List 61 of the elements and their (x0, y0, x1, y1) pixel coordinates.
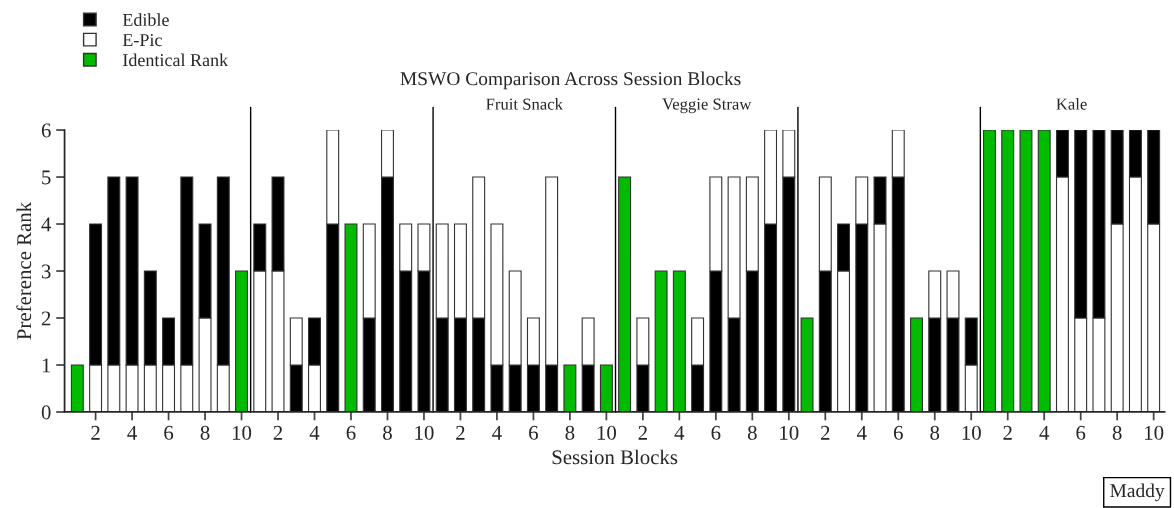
bar (344, 223, 358, 412)
text: Kale (1056, 98, 1087, 110)
x-tick-label: 6 (164, 425, 174, 440)
x-tick-label: 6 (346, 425, 356, 440)
chart-title: MSWO Comparison Across Session Blocks (400, 71, 741, 90)
legend-label: Identical Rank (123, 53, 229, 67)
bar (618, 176, 632, 412)
x-tick-label: 6 (711, 425, 721, 440)
x-tick-label: 2 (1003, 425, 1012, 440)
y-axis-title: Preference Rank (16, 201, 32, 340)
bar (1037, 130, 1051, 412)
x-tick-label: 4 (127, 425, 137, 440)
x-tick-label: 8 (1112, 425, 1122, 440)
x-tick-label: 4 (492, 425, 502, 440)
x-tick-label: 8 (747, 425, 757, 440)
bar (654, 270, 668, 412)
x-tick-label: 4 (309, 425, 320, 440)
x-tick-label: 10 (415, 425, 434, 440)
x-tick-label: 8 (565, 425, 575, 440)
x-tick-label: 4 (1039, 425, 1050, 440)
y-tick-label: 0 (41, 405, 51, 420)
y-tick-label: 2 (41, 311, 51, 326)
y-tick-label: 6 (41, 123, 51, 138)
x-tick-label: 10 (780, 425, 799, 440)
x-tick-label: 6 (1076, 425, 1086, 440)
x-tick-label: 2 (638, 425, 647, 440)
bar (1019, 130, 1033, 412)
bar (563, 364, 577, 412)
y-tick-label: 4 (41, 217, 52, 232)
bar (800, 317, 814, 412)
text: Maddy (1110, 483, 1165, 502)
y-tick-label: 5 (42, 170, 51, 185)
x-tick-label: 8 (930, 425, 940, 440)
x-axis-title: Session Blocks (552, 449, 678, 465)
bar (672, 270, 686, 412)
x-tick-label: 2 (456, 425, 465, 440)
y-tick-label: 3 (41, 264, 51, 279)
bar (1001, 130, 1015, 412)
x-tick-label: 6 (893, 425, 903, 440)
legend-label: E-Pic (122, 33, 162, 47)
x-tick-label: 4 (856, 425, 867, 440)
x-tick-label: 4 (674, 425, 685, 440)
text: Veggie Straw (662, 98, 752, 114)
x-tick-label: 10 (962, 425, 981, 440)
x-tick-label: 8 (383, 425, 392, 440)
x-tick-label: 10 (232, 425, 252, 440)
bar (910, 317, 923, 412)
x-tick-label: 2 (91, 425, 100, 440)
bar (235, 270, 249, 412)
x-tick-label: 6 (529, 425, 538, 440)
bar (70, 364, 84, 412)
x-tick-label: 10 (597, 425, 616, 440)
bar (982, 130, 996, 412)
legend-label: Edible (122, 13, 169, 27)
y-tick-label: 1 (42, 358, 51, 373)
x-tick-label: 2 (821, 425, 830, 440)
text: Fruit Snack (486, 98, 563, 110)
x-tick-label: 8 (200, 425, 210, 440)
bar (599, 364, 613, 412)
x-tick-label: 10 (1145, 425, 1164, 440)
x-tick-label: 2 (273, 425, 283, 440)
